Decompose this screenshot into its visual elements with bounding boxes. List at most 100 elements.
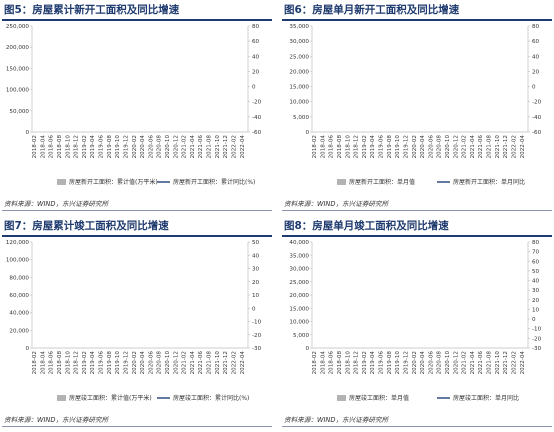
x-tick-label: 2018-04 <box>40 135 46 159</box>
y-left-tick-label: 40,000 <box>289 240 309 246</box>
x-tick-label: 2018-06 <box>329 135 335 159</box>
x-tick-label: 2018-12 <box>354 351 360 374</box>
y-right-tick-label: 80 <box>532 24 540 30</box>
x-tick-label: 2019-08 <box>107 135 113 159</box>
x-tick-label: 2018-12 <box>74 351 80 374</box>
y-right-tick-label: 40 <box>532 279 540 285</box>
legend-swatch-bar <box>57 179 66 185</box>
y-left-tick-label: 60,000 <box>9 293 29 299</box>
chart-title: 图6：房屋单月新开工面积及同比增速 <box>282 2 552 21</box>
x-tick-label: 2020-02 <box>132 351 138 374</box>
x-tick-label: 2020-10 <box>445 351 451 375</box>
x-tick-label: 2020-06 <box>428 351 434 375</box>
x-tick-label: 2021-08 <box>207 135 213 159</box>
y-right-tick-label: -20 <box>252 100 262 106</box>
x-tick-label: 2021-02 <box>462 351 468 374</box>
x-tick-label: 2022-02 <box>231 351 237 374</box>
x-tick-label: 2021-04 <box>470 135 476 159</box>
y-left-tick-label: 0 <box>25 346 29 352</box>
x-tick-label: 2020-04 <box>140 351 146 375</box>
x-tick-label: 2018-12 <box>74 135 80 158</box>
source-note: 资料来源：WIND，东兴证券研究所 <box>4 416 109 424</box>
chart-title: 图5：房屋累计新开工面积及同比增速 <box>2 2 272 21</box>
y-right-tick-label: 0 <box>252 306 256 312</box>
legend-swatch-bar <box>57 395 66 401</box>
y-right-tick-label: 40 <box>252 253 260 259</box>
x-tick-label: 2021-12 <box>223 351 229 374</box>
y-right-tick-label: 70 <box>532 250 540 256</box>
y-right-tick-label: -20 <box>532 100 542 106</box>
y-right-tick-label: 10 <box>532 307 540 313</box>
source-note: 资料来源：WIND，东兴证券研究所 <box>4 200 109 208</box>
x-tick-label: 2020-04 <box>420 351 426 375</box>
y-right-tick-label: 0 <box>532 317 536 323</box>
x-tick-label: 2020-10 <box>165 351 171 375</box>
x-tick-label: 2021-02 <box>182 135 188 158</box>
y-right-tick-label: 80 <box>252 24 260 30</box>
x-tick-label: 2021-04 <box>190 135 196 159</box>
y-right-tick-label: 50 <box>252 240 260 246</box>
source-rule <box>282 210 552 211</box>
x-tick-label: 2018-04 <box>40 351 46 375</box>
x-tick-label: 2020-02 <box>412 351 418 374</box>
legend-label-bar: 房屋竣工面积：单月值 <box>349 394 409 402</box>
x-tick-label: 2019-06 <box>379 351 385 375</box>
y-right-tick-label: -10 <box>252 320 262 326</box>
y-right-tick-label: -60 <box>532 130 542 136</box>
x-tick-label: 2019-04 <box>370 135 376 159</box>
x-tick-label: 2019-02 <box>82 135 88 158</box>
x-tick-label: 2019-12 <box>123 351 129 374</box>
y-left-tick-label: 0 <box>25 130 29 136</box>
x-tick-label: 2020-08 <box>157 351 163 375</box>
y-right-tick-label: -30 <box>532 346 542 352</box>
x-tick-label: 2019-06 <box>379 135 385 159</box>
x-tick-label: 2021-10 <box>215 135 221 159</box>
x-tick-label: 2020-08 <box>157 135 163 159</box>
y-right-tick-label: 60 <box>252 39 260 45</box>
source-rule <box>282 426 552 427</box>
x-tick-label: 2019-08 <box>107 351 113 375</box>
x-tick-label: 2021-02 <box>462 135 468 158</box>
x-tick-label: 2021-04 <box>190 351 196 375</box>
x-tick-label: 2020-12 <box>173 135 179 158</box>
x-tick-label: 2018-02 <box>312 135 318 158</box>
y-left-tick-label: 15,000 <box>289 85 309 91</box>
y-right-tick-label: 80 <box>532 240 540 246</box>
y-left-tick-label: 120,000 <box>6 240 30 246</box>
x-tick-label: 2022-04 <box>520 351 526 375</box>
x-tick-label: 2021-06 <box>478 135 484 159</box>
x-tick-label: 2020-12 <box>453 135 459 158</box>
x-tick-label: 2022-02 <box>511 135 517 158</box>
source-note: 资料来源：WIND，东兴证券研究所 <box>284 416 389 424</box>
source-note: 资料来源：WIND，东兴证券研究所 <box>284 200 389 208</box>
y-right-tick-label: 40 <box>252 54 260 60</box>
x-tick-label: 2021-06 <box>478 351 484 375</box>
x-tick-label: 2020-08 <box>437 351 443 375</box>
x-tick-label: 2021-08 <box>487 351 493 375</box>
x-tick-label: 2021-06 <box>198 135 204 159</box>
x-tick-label: 2020-08 <box>437 135 443 159</box>
y-left-tick-label: 100,000 <box>6 258 30 264</box>
y-right-tick-label: -40 <box>532 115 542 121</box>
x-tick-label: 2018-10 <box>345 351 351 375</box>
y-right-tick-label: 20 <box>252 280 260 286</box>
y-left-tick-label: 150,000 <box>6 66 30 72</box>
chart-panel-5: 图5：房屋累计新开工面积及同比增速 0 50,000 100,000 150,000 2… <box>2 2 272 214</box>
x-tick-label: 2019-04 <box>90 351 96 375</box>
y-right-tick-label: 20 <box>252 69 260 75</box>
x-tick-label: 2018-08 <box>57 351 63 375</box>
y-left-tick-label: 5,000 <box>293 115 309 121</box>
x-tick-label: 2021-10 <box>215 351 221 375</box>
chart-svg: 0 20,000 40,000 60,000 80,000 100,000 120,000 -… <box>6 240 262 402</box>
y-right-tick-label: 20 <box>532 298 540 304</box>
x-tick-label: 2019-08 <box>387 135 393 159</box>
x-tick-label: 2020-04 <box>140 135 146 159</box>
legend-label-line: 房屋新开工面积：单月同比 <box>453 178 525 186</box>
x-tick-label: 2018-02 <box>32 135 38 158</box>
x-tick-label: 2020-02 <box>412 135 418 158</box>
x-tick-label: 2018-02 <box>312 351 318 374</box>
y-left-tick-label: 5,000 <box>293 333 309 339</box>
y-left-tick-label: 10,000 <box>289 320 309 326</box>
y-left-tick-label: 0 <box>305 130 309 136</box>
x-tick-label: 2022-04 <box>240 135 246 159</box>
